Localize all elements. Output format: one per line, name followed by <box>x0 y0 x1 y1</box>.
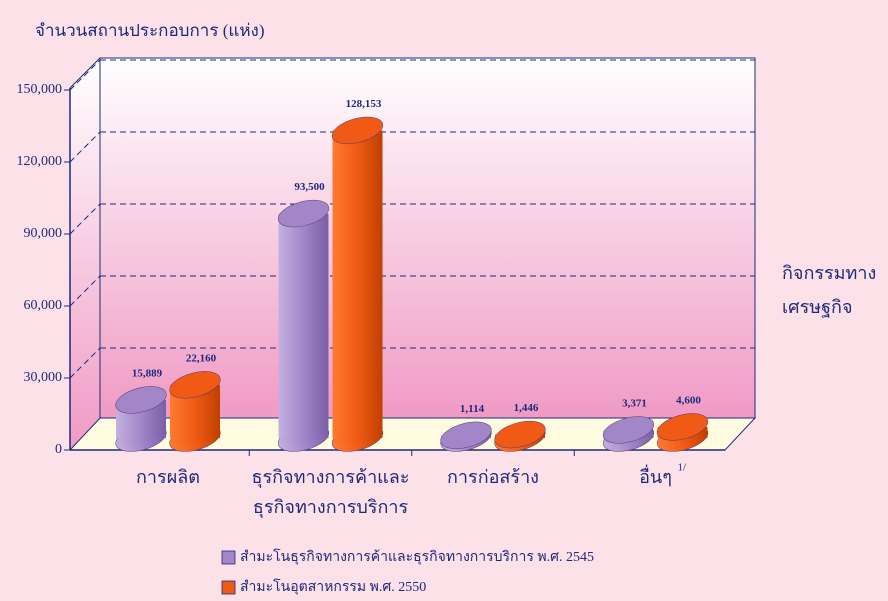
grid-line <box>69 59 101 91</box>
value-label: 1,114 <box>460 403 485 415</box>
bar <box>277 199 330 452</box>
bar <box>115 386 167 452</box>
bar-top <box>277 199 330 228</box>
value-label: 93,500 <box>294 181 325 193</box>
bar-top <box>656 413 709 441</box>
y-tick-label: 60,000 <box>24 298 63 313</box>
footnote-mark: 1/ <box>678 462 688 474</box>
bar-top <box>440 421 492 449</box>
bar <box>169 371 221 452</box>
back-wall <box>99 57 756 419</box>
bar-top <box>331 116 384 145</box>
y-axis-title: จำนวนสถานประกอบการ (แห่ง) <box>35 21 264 40</box>
y-tick-label: 30,000 <box>24 370 63 385</box>
x-tick-label: การก่อสร้าง <box>447 467 539 487</box>
bar-top <box>169 371 221 399</box>
x-tick-label: การผลิต <box>136 467 200 487</box>
bar <box>494 420 546 452</box>
grid-line <box>69 275 101 307</box>
bar <box>331 116 384 452</box>
edge <box>69 57 101 89</box>
bar-top <box>602 416 655 444</box>
grid-line <box>69 347 101 379</box>
y-tick-label: 150,000 <box>17 82 63 97</box>
bar-top <box>115 386 167 414</box>
x-tick-label: ธุรกิจทางการค้าและ ธุรกิจทางการบริการ <box>251 467 410 517</box>
value-label: 22,160 <box>186 352 217 364</box>
legend-swatch <box>221 550 236 565</box>
value-label: 128,153 <box>346 98 382 110</box>
value-label: 15,889 <box>132 367 163 379</box>
value-label: 4,600 <box>676 394 701 406</box>
bar <box>656 413 709 452</box>
bar <box>440 421 492 452</box>
value-label: 1,446 <box>514 402 539 414</box>
legend-label: สำมะโนธุรกิจทางการค้าและธุรกิจทางการบริก… <box>240 548 594 565</box>
value-label: 3,371 <box>622 397 647 409</box>
y-tick-label: 90,000 <box>24 226 63 241</box>
side-wall <box>70 58 100 450</box>
bar-top <box>494 420 546 449</box>
grid-line <box>69 203 101 235</box>
legend-label: สำมะโนอุตสาหกรรม พ.ศ. 2550 <box>240 578 426 595</box>
y-tick-label: 0 <box>55 442 62 457</box>
bar-body <box>332 130 383 438</box>
grid-line <box>69 131 101 163</box>
bar-body <box>278 213 329 438</box>
x-tick-label: อื่นๆ <box>639 467 672 487</box>
x-axis-title: กิจกรรมทาง เศรษฐกิจ <box>782 263 877 317</box>
legend-swatch <box>221 580 236 595</box>
bar <box>602 416 655 452</box>
y-tick-label: 120,000 <box>17 154 63 169</box>
